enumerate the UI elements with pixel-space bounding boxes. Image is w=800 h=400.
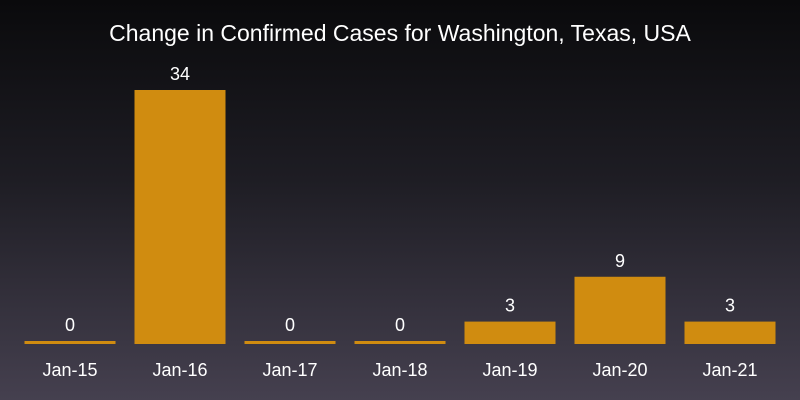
bar-jan-15 — [24, 341, 116, 344]
data-label-jan-15: 0 — [65, 315, 75, 335]
bar-jan-16 — [134, 90, 226, 344]
bar-jan-20 — [574, 276, 666, 344]
data-label-jan-21: 3 — [725, 296, 735, 316]
bar-jan-21 — [684, 321, 776, 344]
bar-jan-18 — [354, 341, 446, 344]
data-label-jan-16: 34 — [170, 64, 190, 84]
bar-jan-17 — [244, 341, 336, 344]
x-tick-label-jan-21: Jan-21 — [702, 360, 757, 380]
data-label-jan-20: 9 — [615, 251, 625, 271]
data-label-jan-19: 3 — [505, 296, 515, 316]
x-tick-label-jan-19: Jan-19 — [482, 360, 537, 380]
x-tick-label-jan-15: Jan-15 — [42, 360, 97, 380]
x-tick-label-jan-20: Jan-20 — [592, 360, 647, 380]
chart-title: Change in Confirmed Cases for Washington… — [109, 20, 691, 46]
data-label-jan-17: 0 — [285, 315, 295, 335]
data-label-jan-18: 0 — [395, 315, 405, 335]
bar-jan-19 — [464, 321, 556, 344]
x-tick-label-jan-17: Jan-17 — [262, 360, 317, 380]
x-tick-label-jan-18: Jan-18 — [372, 360, 427, 380]
x-tick-label-jan-16: Jan-16 — [152, 360, 207, 380]
